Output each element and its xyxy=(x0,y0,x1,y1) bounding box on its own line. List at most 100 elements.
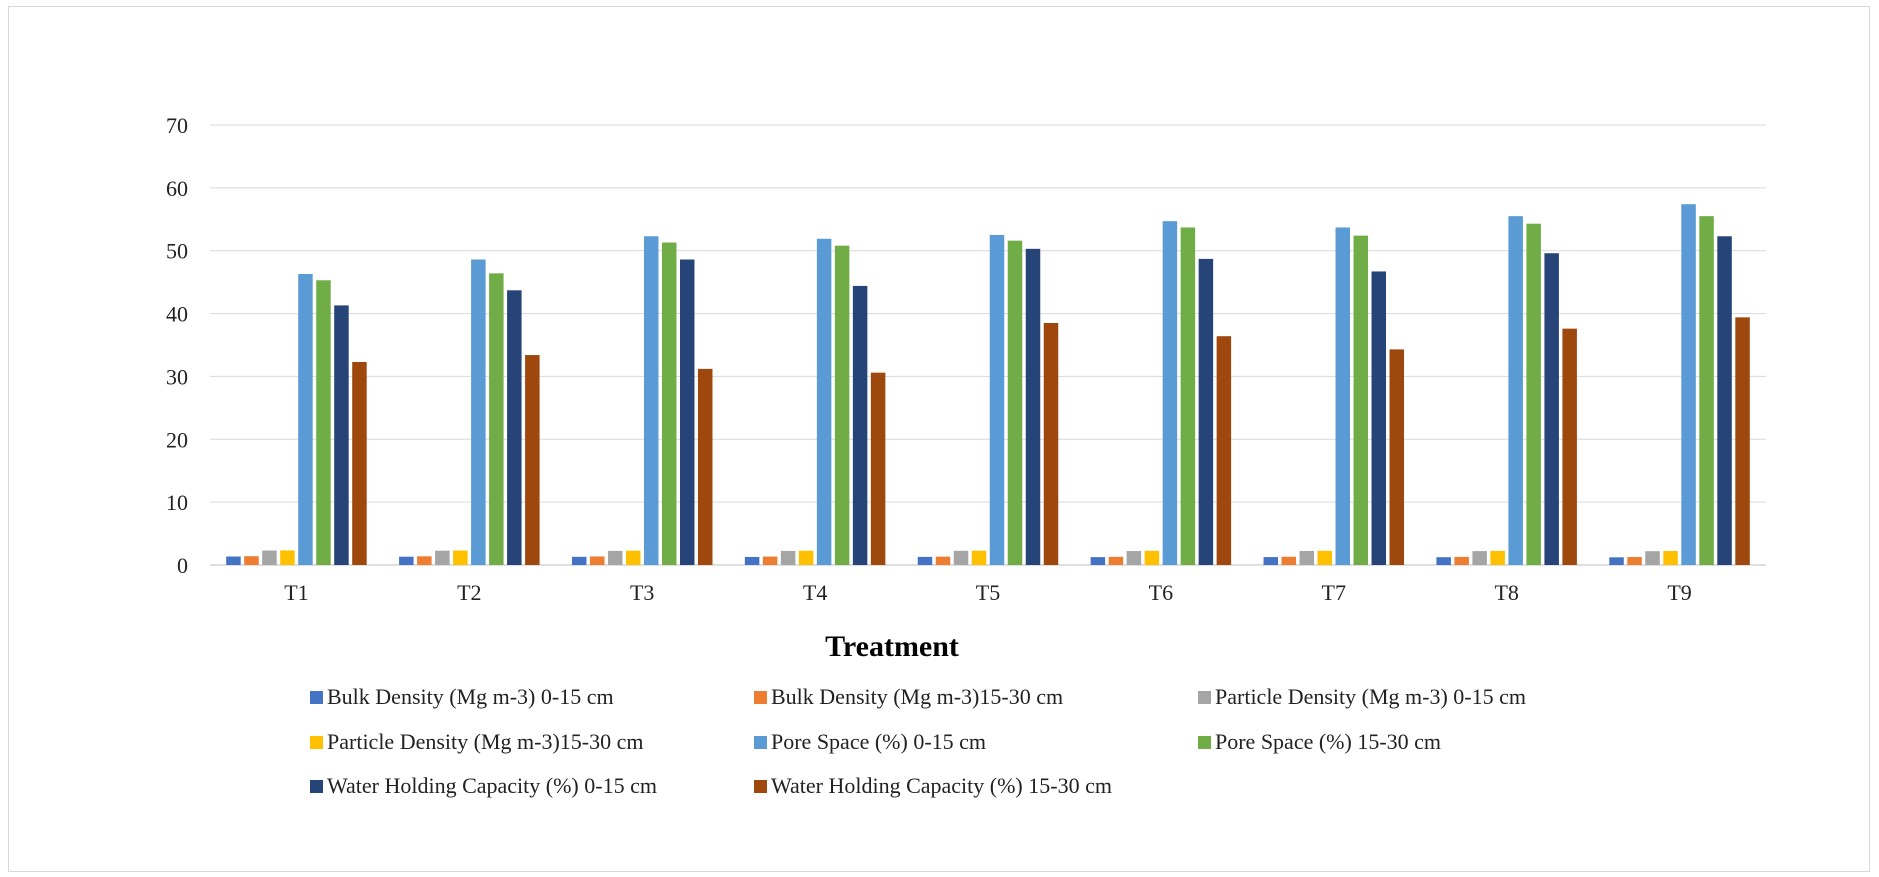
x-axis-ticks: T1 T2 T3 T4 T5 T6 T7 T8 T9 xyxy=(284,580,1692,605)
bar xyxy=(661,242,677,566)
bar xyxy=(1043,323,1059,565)
bar xyxy=(762,556,778,565)
y-axis-ticks: 0 10 20 30 40 50 60 70 xyxy=(166,113,188,578)
bar xyxy=(1562,328,1577,565)
x-axis-title: Treatment xyxy=(825,630,959,663)
bar xyxy=(1699,216,1714,565)
bar xyxy=(453,550,468,565)
legend-label: Particle Density (Mg m-3)15-30 cm xyxy=(327,729,644,754)
legend-swatch xyxy=(754,780,767,793)
bar xyxy=(1353,235,1369,565)
bar xyxy=(1735,317,1750,565)
bar xyxy=(399,556,414,565)
bar xyxy=(1717,236,1732,565)
x-tick-label: T5 xyxy=(976,580,1000,605)
x-tick-label: T3 xyxy=(630,580,654,605)
legend-swatch xyxy=(754,736,767,749)
bar xyxy=(471,259,486,565)
bar xyxy=(1371,271,1387,565)
bar xyxy=(1162,221,1178,565)
legend: Bulk Density (Mg m-3) 0-15 cm Bulk Densit… xyxy=(310,684,1526,798)
bar xyxy=(697,368,713,565)
bar xyxy=(953,550,969,565)
bar xyxy=(1090,557,1106,565)
x-tick-label: T2 xyxy=(457,580,481,605)
bar xyxy=(352,361,367,565)
legend-label: Bulk Density (Mg m-3) 0-15 cm xyxy=(327,684,614,709)
bar xyxy=(1108,556,1124,565)
bar xyxy=(1025,248,1041,566)
y-tick-label: 10 xyxy=(166,490,188,515)
y-tick-label: 0 xyxy=(177,553,188,578)
bar xyxy=(1526,223,1541,565)
x-tick-label: T8 xyxy=(1494,580,1518,605)
bar xyxy=(1490,550,1505,565)
bar xyxy=(571,556,587,565)
bar xyxy=(625,550,641,565)
bar xyxy=(744,556,760,565)
legend-label: Particle Density (Mg m-3) 0-15 cm xyxy=(1215,684,1526,709)
y-tick-label: 40 xyxy=(166,302,188,327)
bar xyxy=(280,550,295,565)
legend-label: Pore Space (%) 0-15 cm xyxy=(771,729,986,754)
bar xyxy=(1663,550,1678,565)
bar xyxy=(244,556,259,565)
bar xyxy=(262,550,277,565)
bar xyxy=(1508,216,1523,565)
bar xyxy=(1216,336,1232,565)
bar xyxy=(1436,557,1451,565)
bar xyxy=(607,550,623,565)
y-tick-label: 70 xyxy=(166,113,188,138)
bar xyxy=(1544,253,1559,565)
gridlines xyxy=(210,124,1766,566)
legend-item: Water Holding Capacity (%) 15-30 cm xyxy=(754,773,1112,798)
y-tick-label: 60 xyxy=(166,176,188,201)
legend-label: Pore Space (%) 15-30 cm xyxy=(1215,729,1441,754)
legend-item: Water Holding Capacity (%) 0-15 cm xyxy=(310,773,657,798)
x-tick-label: T6 xyxy=(1149,580,1173,605)
bar xyxy=(870,372,886,565)
y-tick-label: 20 xyxy=(166,427,188,452)
legend-item: Pore Space (%) 15-30 cm xyxy=(1198,729,1441,754)
bar xyxy=(1627,557,1642,565)
bar xyxy=(643,236,659,565)
bar xyxy=(1681,204,1696,565)
legend-item: Particle Density (Mg m-3) 0-15 cm xyxy=(1198,684,1526,709)
bar xyxy=(852,285,868,565)
legend-item: Pore Space (%) 0-15 cm xyxy=(754,729,986,754)
bar xyxy=(435,550,450,565)
x-tick-label: T4 xyxy=(803,580,827,605)
legend-label: Water Holding Capacity (%) 0-15 cm xyxy=(327,773,657,798)
legend-label: Water Holding Capacity (%) 15-30 cm xyxy=(771,773,1112,798)
legend-swatch xyxy=(310,736,323,749)
bar xyxy=(1472,551,1487,565)
legend-item: Bulk Density (Mg m-3)15-30 cm xyxy=(754,684,1063,709)
bar xyxy=(798,550,814,565)
bar xyxy=(971,550,987,565)
bar xyxy=(989,235,1005,565)
legend-swatch xyxy=(1198,691,1211,704)
bar xyxy=(334,305,349,565)
bar xyxy=(507,290,522,565)
bar xyxy=(1180,227,1196,565)
bar xyxy=(489,273,504,565)
bar xyxy=(298,273,313,565)
bar xyxy=(1389,349,1405,565)
x-tick-label: T1 xyxy=(284,580,308,605)
legend-item: Bulk Density (Mg m-3) 0-15 cm xyxy=(310,684,614,709)
bar xyxy=(1299,550,1315,565)
bar xyxy=(589,556,605,565)
bars xyxy=(226,204,1750,566)
legend-swatch xyxy=(310,691,323,704)
bar xyxy=(1645,551,1660,565)
legend-item: Particle Density (Mg m-3)15-30 cm xyxy=(310,729,644,754)
bar xyxy=(935,556,951,565)
x-tick-label: T9 xyxy=(1667,580,1691,605)
bar xyxy=(316,280,331,565)
bar xyxy=(1198,258,1214,565)
bar xyxy=(1263,557,1279,565)
bar xyxy=(525,355,540,565)
bar xyxy=(417,556,432,565)
bar xyxy=(917,556,933,565)
